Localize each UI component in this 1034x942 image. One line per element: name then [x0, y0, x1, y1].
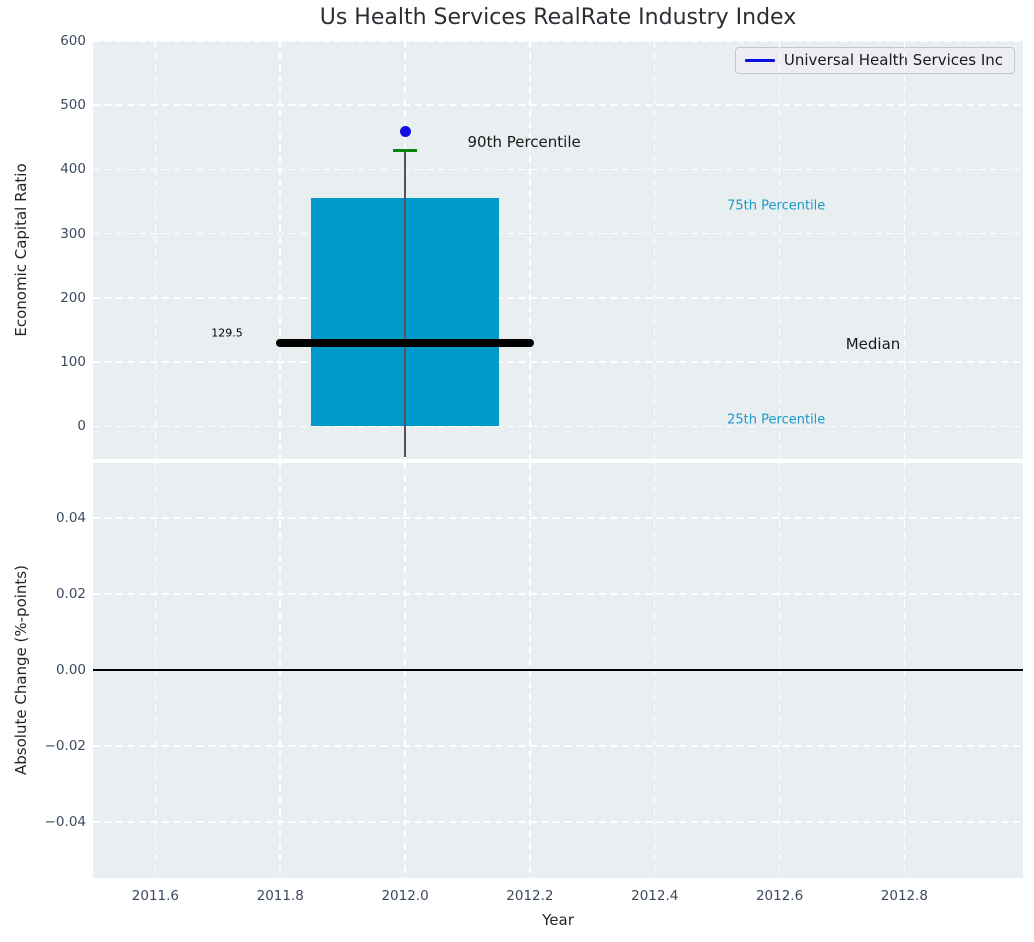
x-tick-label: 2012.2	[506, 888, 554, 904]
gridline	[93, 361, 1023, 363]
p25-label: 25th Percentile	[727, 412, 826, 428]
gridline	[778, 41, 781, 459]
p75-label: 75th Percentile	[727, 198, 826, 214]
p90-label: 90th Percentile	[467, 132, 581, 151]
legend-line-swatch	[744, 58, 775, 62]
zero-line	[93, 668, 1023, 672]
gridline	[154, 41, 157, 459]
y-tick-label: 0.02	[55, 586, 86, 603]
gridline	[93, 104, 1023, 106]
gridline	[93, 821, 1023, 823]
y-tick-label: 500	[60, 97, 86, 114]
x-tick-label: 2012.8	[880, 888, 929, 904]
y-tick-label: 100	[60, 354, 86, 371]
y-tick-label: 300	[60, 225, 86, 242]
gridline	[93, 168, 1023, 171]
x-tick-label: 2011.6	[131, 888, 180, 904]
y-tick-label: 400	[60, 161, 86, 178]
x-tick-label: 2012.6	[755, 888, 804, 904]
y-tick-label: 0.00	[55, 662, 86, 679]
median-value-label: 129.5	[211, 326, 243, 340]
bottom-plot-area	[93, 463, 1023, 878]
gridline	[903, 41, 906, 459]
legend-label: Universal Health Services Inc	[783, 51, 1003, 69]
gridline	[93, 425, 1023, 427]
chart-title: Us Health Services RealRate Industry Ind…	[319, 5, 797, 30]
x-axis-label: Year	[542, 911, 574, 929]
gridline	[93, 745, 1023, 747]
x-tick-label: 2012.4	[631, 888, 679, 904]
median-label: Median	[845, 335, 901, 354]
gridline	[93, 41, 1023, 42]
gridline	[529, 41, 531, 459]
x-tick-label: 2011.8	[256, 888, 304, 904]
whisker-line	[404, 150, 406, 458]
y-tick-label: 0	[77, 418, 86, 435]
p90-tick-marker	[393, 148, 418, 152]
gridline	[93, 297, 1023, 299]
gridline	[279, 41, 281, 459]
gridline	[653, 41, 656, 459]
y-axis-label-top: Economic Capital Ratio	[12, 163, 30, 337]
gridline	[93, 232, 1023, 235]
y-tick-label: −0.04	[44, 814, 86, 831]
x-tick-label: 2012.0	[381, 888, 429, 904]
y-tick-label: 200	[60, 289, 86, 306]
legend: Universal Health Services Inc	[734, 47, 1015, 74]
y-tick-label: −0.02	[44, 738, 86, 755]
median-line	[276, 339, 534, 348]
gridline	[93, 517, 1023, 519]
gridline	[93, 593, 1023, 595]
top-plot-area: Universal Health Services Inc 90th Perce…	[93, 41, 1023, 459]
y-tick-label: 600	[60, 33, 86, 49]
company-dot	[399, 126, 411, 138]
y-tick-label: 0.04	[55, 510, 86, 527]
